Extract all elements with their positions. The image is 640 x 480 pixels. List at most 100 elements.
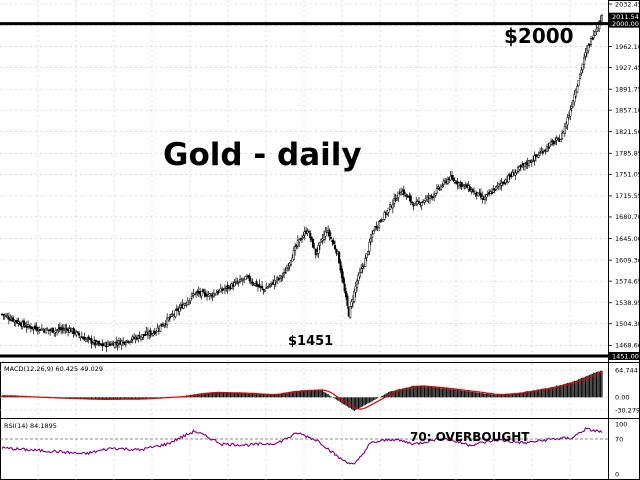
candle-body [514, 172, 517, 176]
candle-body [266, 287, 269, 289]
candle-body [128, 341, 132, 343]
candle-body [311, 238, 315, 248]
price-tick-label: 1857.10 [615, 106, 640, 114]
candle-body [372, 230, 375, 234]
candle-body [328, 230, 331, 237]
candle-body [267, 285, 271, 288]
rsi-label: RSI(14) 84.1895 [4, 422, 57, 430]
candle-body [353, 290, 356, 302]
candle-body [55, 329, 59, 331]
price-tick-label: 2032.45 [615, 0, 640, 8]
candle-body [318, 241, 321, 246]
candle-body [402, 189, 405, 195]
candle-body [340, 268, 343, 279]
candle-body [149, 330, 152, 336]
candle-body [324, 231, 327, 237]
candle-body [141, 334, 144, 338]
macd-tick-label: 64.744 [615, 367, 638, 375]
candle-body [539, 152, 542, 154]
candle-body [84, 338, 87, 342]
candle-body [261, 285, 264, 289]
macd-tick-label: -30.279 [615, 406, 640, 414]
macd-signal-line [2, 371, 603, 410]
price-badge-label: 1451.00 [612, 352, 639, 360]
candle-body [80, 336, 83, 338]
candle-body [144, 334, 147, 337]
candle-body [36, 330, 39, 332]
candle-body [441, 185, 444, 188]
candle-body [494, 185, 498, 190]
candle-body [300, 238, 304, 241]
candle-body [474, 190, 477, 194]
candle-body [200, 291, 203, 297]
candle-body [139, 336, 143, 340]
price-tick-label: 1609.30 [615, 256, 640, 264]
candle-body [258, 284, 261, 288]
candle-body [182, 304, 185, 309]
candle-body [507, 175, 510, 183]
candle-body [2, 314, 5, 316]
macd-tick-label: 0.00 [615, 394, 629, 402]
candle-body [409, 195, 412, 202]
candle-body [91, 342, 94, 345]
candle-body [223, 288, 226, 291]
candle-body [281, 275, 284, 277]
candle-body [489, 191, 492, 194]
candle-body [420, 202, 423, 206]
candle-body [395, 198, 399, 201]
candle-body [382, 219, 385, 222]
candle-body [194, 292, 198, 295]
candle-body [294, 246, 297, 252]
macd-label: MACD(12,26,9) 60.425 49.029 [4, 365, 103, 373]
candle-body [485, 194, 488, 198]
candle-body [263, 290, 266, 292]
candle-body [378, 221, 381, 229]
candle-body [160, 323, 163, 327]
candle-body [532, 160, 535, 163]
candle-body [490, 192, 493, 194]
price-badge [609, 19, 640, 28]
candle-body [193, 293, 196, 296]
candle-body [566, 117, 569, 125]
candle-body [278, 275, 282, 279]
candle-body [600, 15, 604, 24]
price-tick-label: 1680.70 [615, 213, 640, 221]
candle-body [541, 151, 544, 154]
price-tick-label: 1645.00 [615, 235, 640, 243]
candle-body [78, 333, 81, 336]
candle-body [277, 278, 280, 280]
candle-body [369, 238, 372, 243]
candle-body [310, 236, 313, 240]
candle-body [343, 283, 346, 292]
candle-body [565, 122, 568, 128]
price-grid [0, 0, 608, 362]
candle-body [113, 342, 116, 348]
candle-body [528, 160, 531, 166]
candle-body [357, 274, 360, 281]
candle-body [577, 80, 580, 87]
candle-body [87, 336, 90, 339]
candle-body [342, 276, 345, 284]
candle-body [38, 327, 41, 330]
candle-body [178, 308, 181, 312]
candle-body [152, 332, 155, 336]
candle-body [477, 192, 480, 197]
candle-body [483, 196, 487, 200]
candle-body [28, 325, 31, 328]
candle-body [437, 186, 440, 189]
candle-body [269, 283, 272, 286]
macd-y-axis: 64.744 0.00 -30.279 [615, 367, 640, 415]
candle-body [72, 328, 75, 334]
candle-body [543, 150, 546, 153]
candle-body [307, 231, 310, 233]
candle-body [423, 200, 426, 203]
candle-body [166, 317, 169, 325]
candle-body [6, 315, 9, 318]
price-badge-label: 2000.00 [612, 20, 639, 28]
candle-body [296, 240, 299, 247]
candle-body [517, 167, 520, 172]
candle-body [86, 338, 89, 340]
rsi-line-path [1, 426, 603, 465]
candle-body [284, 272, 287, 274]
price-tick-label: 1538.95 [615, 299, 640, 307]
